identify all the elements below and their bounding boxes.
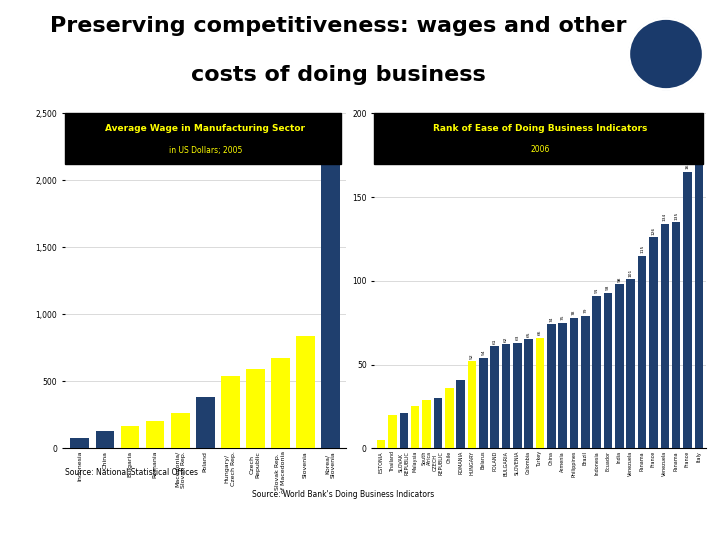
Bar bbox=[524, 339, 533, 448]
Text: Source: National Statistical Offices: Source: National Statistical Offices bbox=[65, 468, 198, 477]
Text: 165: 165 bbox=[685, 161, 690, 170]
Bar bbox=[145, 421, 164, 448]
Text: 93: 93 bbox=[606, 285, 610, 290]
Bar bbox=[581, 316, 590, 448]
Text: 61: 61 bbox=[492, 338, 497, 343]
Bar bbox=[593, 296, 601, 448]
Bar bbox=[695, 140, 703, 448]
Text: Source: World Bank's Doing Business Indicators: Source: World Bank's Doing Business Indi… bbox=[252, 490, 434, 499]
Bar bbox=[423, 400, 431, 448]
Bar bbox=[660, 224, 669, 448]
Bar bbox=[513, 343, 521, 448]
Bar bbox=[490, 346, 499, 448]
Text: 62: 62 bbox=[504, 336, 508, 342]
Bar bbox=[559, 322, 567, 448]
Bar bbox=[649, 237, 657, 448]
Bar bbox=[456, 380, 465, 448]
Bar bbox=[321, 160, 340, 448]
Bar bbox=[468, 361, 476, 448]
Bar bbox=[96, 431, 114, 448]
Text: 79: 79 bbox=[583, 308, 588, 313]
Text: 134: 134 bbox=[663, 213, 667, 221]
Text: 54: 54 bbox=[481, 350, 485, 355]
Text: 63: 63 bbox=[516, 335, 519, 340]
Bar bbox=[547, 325, 556, 448]
Text: Average Wage in Manufacturing Sector: Average Wage in Manufacturing Sector bbox=[105, 124, 305, 133]
Text: 184: 184 bbox=[697, 130, 701, 138]
Bar bbox=[604, 293, 612, 448]
Text: 135: 135 bbox=[674, 211, 678, 220]
Bar bbox=[400, 413, 408, 448]
Text: in US Dollars; 2005: in US Dollars; 2005 bbox=[168, 146, 242, 154]
Bar bbox=[626, 279, 635, 448]
Text: Rank of Ease of Doing Business Indicators: Rank of Ease of Doing Business Indicator… bbox=[433, 124, 647, 133]
FancyBboxPatch shape bbox=[374, 113, 703, 164]
Bar bbox=[445, 388, 454, 448]
Bar bbox=[672, 222, 680, 448]
Text: 115: 115 bbox=[640, 245, 644, 253]
Text: costs of doing business: costs of doing business bbox=[191, 65, 486, 85]
Text: 2006: 2006 bbox=[531, 145, 549, 154]
Bar bbox=[683, 172, 692, 448]
Bar bbox=[411, 406, 420, 448]
Bar bbox=[433, 398, 442, 448]
Bar bbox=[246, 368, 265, 448]
Bar bbox=[120, 426, 140, 448]
Text: 91: 91 bbox=[595, 288, 599, 293]
Bar bbox=[502, 345, 510, 448]
Bar bbox=[638, 255, 647, 448]
Bar bbox=[196, 397, 215, 448]
Text: 101: 101 bbox=[629, 268, 633, 276]
Text: 66: 66 bbox=[538, 330, 542, 335]
Bar bbox=[615, 284, 624, 448]
Bar bbox=[570, 318, 578, 448]
Bar bbox=[296, 336, 315, 448]
Circle shape bbox=[629, 18, 703, 90]
Text: 65: 65 bbox=[526, 331, 531, 337]
Text: 52: 52 bbox=[470, 353, 474, 359]
Bar bbox=[271, 359, 290, 448]
Text: 75: 75 bbox=[561, 314, 564, 320]
Text: Preserving competitiveness: wages and other: Preserving competitiveness: wages and ot… bbox=[50, 16, 626, 36]
Bar bbox=[377, 440, 385, 448]
FancyBboxPatch shape bbox=[65, 113, 341, 164]
Bar bbox=[71, 438, 89, 448]
Bar bbox=[221, 376, 240, 448]
Text: 74: 74 bbox=[549, 316, 554, 322]
Text: 98: 98 bbox=[617, 276, 621, 282]
Bar bbox=[536, 338, 544, 448]
Bar bbox=[479, 358, 487, 448]
Text: 126: 126 bbox=[652, 226, 655, 235]
Bar bbox=[388, 415, 397, 448]
Bar bbox=[171, 414, 189, 448]
Text: 78: 78 bbox=[572, 309, 576, 315]
